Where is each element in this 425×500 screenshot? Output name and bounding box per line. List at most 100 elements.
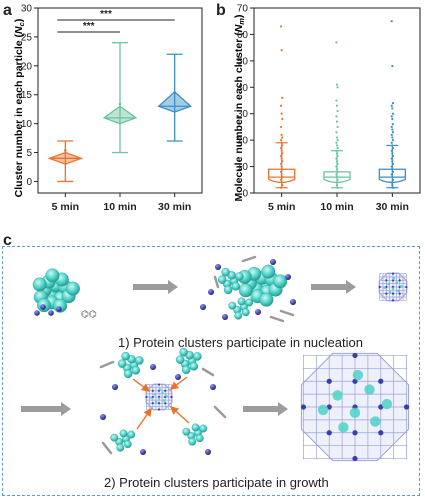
- data-point: [390, 133, 393, 136]
- growth-arrow: [169, 406, 190, 424]
- box-body: [323, 171, 351, 184]
- lattice-node: [170, 395, 173, 399]
- chart-b-box-scatter: Molecule number in each cluster (Nm) 0 10…: [233, 4, 421, 213]
- y-tick-label: 15: [21, 90, 33, 101]
- data-point: [281, 136, 284, 139]
- lattice-node: [378, 378, 384, 384]
- chart-a-ylabel: Cluster number in each particle (Nc): [13, 19, 26, 198]
- metal-ion: [200, 304, 206, 310]
- protein-sphere: [193, 352, 202, 361]
- x-tick-label: 30 min: [158, 201, 191, 213]
- x-tick-label: 30 min: [376, 201, 409, 213]
- data-point: [391, 112, 395, 115]
- data-point: [336, 86, 339, 89]
- protein-sphere: [45, 268, 60, 283]
- encapsulated-protein: [349, 407, 361, 419]
- protein-sphere: [135, 356, 144, 365]
- data-point: [390, 104, 393, 107]
- violin-mean: [118, 102, 122, 106]
- data-point: [279, 139, 283, 142]
- arrow-to-crystal: [243, 402, 288, 416]
- lattice-node: [164, 402, 167, 405]
- protein-sphere: [223, 285, 233, 295]
- encapsulated-protein: [153, 392, 157, 396]
- protein-sphere: [189, 362, 199, 371]
- encapsulated-protein: [383, 286, 387, 290]
- chart-a-violin: Cluster number in each particle (Nc) 0 5 1…: [13, 4, 203, 213]
- protein-sphere: [131, 366, 141, 375]
- protein-cluster-large: [32, 268, 80, 313]
- lattice-node: [352, 430, 358, 436]
- metal-ion: [215, 264, 221, 270]
- data-point: [335, 120, 339, 123]
- encapsulated-protein: [157, 397, 161, 400]
- metal-ion: [56, 306, 62, 312]
- y-tick-label: 5: [26, 148, 32, 159]
- data-point: [336, 109, 339, 113]
- metal-ion: [270, 259, 276, 265]
- protein-sphere: [119, 429, 128, 438]
- lattice-node: [157, 402, 161, 405]
- metal-ion: [48, 310, 54, 316]
- metal-ion: [290, 299, 296, 305]
- data-point: [335, 41, 338, 44]
- protein-cluster-small: [175, 347, 202, 375]
- protein-sphere: [235, 272, 244, 281]
- protein-sphere: [238, 283, 253, 298]
- encapsulated-protein: [381, 398, 393, 410]
- data-point: [335, 104, 339, 107]
- encapsulated-protein: [364, 384, 375, 395]
- growth-arrow: [132, 378, 151, 392]
- growth-arrow: [136, 407, 152, 430]
- data-point: [279, 25, 283, 28]
- metal-ion: [205, 449, 211, 455]
- significance-label: ***: [83, 21, 95, 32]
- metal-ion: [255, 309, 261, 315]
- data-point: [335, 141, 338, 144]
- protein-sphere: [234, 311, 243, 320]
- growing-crystal: [145, 383, 173, 411]
- metal-ion: [222, 314, 228, 320]
- y-tick-label: 50: [237, 56, 249, 67]
- protein-sphere: [116, 443, 125, 452]
- y-tick-label: 25: [21, 32, 33, 43]
- data-point: [336, 146, 339, 150]
- mof-crystal-large: [300, 352, 410, 462]
- encapsulated-protein: [395, 281, 399, 284]
- linker-rod: [213, 275, 220, 289]
- data-point: [279, 104, 283, 107]
- significance-label: ***: [100, 9, 112, 20]
- data-point: [390, 20, 393, 23]
- linker-rod: [269, 315, 285, 323]
- metal-ion: [34, 310, 40, 316]
- protein-sphere: [181, 365, 191, 375]
- protein-sphere: [123, 369, 133, 379]
- metal-ion: [100, 414, 106, 420]
- protein-cluster-small: [117, 351, 144, 379]
- y-tick-label: 40: [237, 83, 249, 94]
- x-tick-label: 5 min: [52, 201, 79, 213]
- box-body: [268, 168, 296, 184]
- lattice-node: [352, 352, 358, 359]
- protein-sphere: [241, 308, 250, 317]
- protein-sphere: [199, 424, 208, 433]
- encapsulated-protein: [332, 390, 343, 401]
- mof-nucleus: [378, 272, 408, 302]
- encapsulated-protein: [162, 399, 166, 402]
- metal-ion: [112, 384, 118, 390]
- lattice-node: [326, 378, 332, 384]
- protein-cluster-small: [228, 297, 254, 320]
- data-point: [391, 107, 394, 110]
- data-point: [335, 131, 338, 134]
- protein-sphere: [117, 359, 127, 368]
- encapsulated-protein: [396, 289, 400, 293]
- lattice-node: [151, 389, 154, 392]
- protein-sphere: [259, 292, 274, 307]
- data-point: [336, 139, 339, 142]
- protein-sphere: [191, 423, 200, 432]
- linker-rod: [241, 255, 257, 263]
- protein-sphere: [228, 301, 237, 310]
- schematic-drawing: ⌬⌬: [21, 255, 410, 462]
- caption-growth: 2) Protein clusters participate in growt…: [104, 475, 329, 490]
- encapsulated-protein: [391, 287, 395, 290]
